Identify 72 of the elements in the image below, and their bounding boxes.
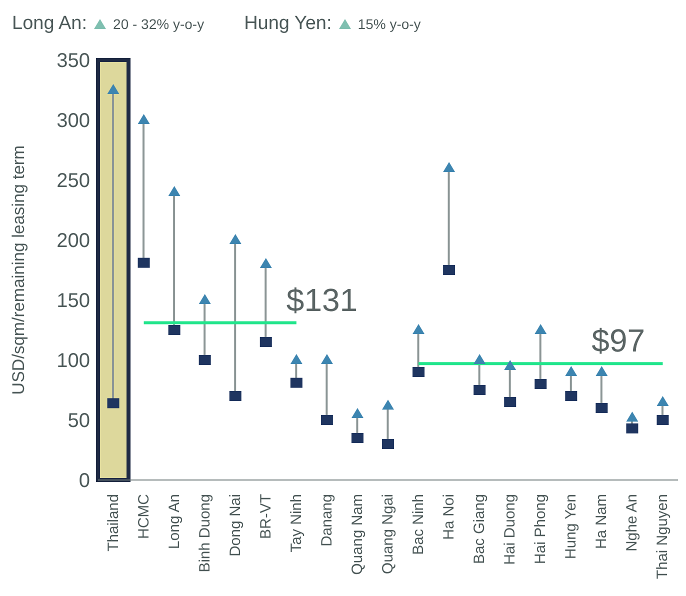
x-tick-label: Hai Phong: [532, 494, 550, 564]
point: [168, 186, 180, 196]
annotation: $97: [592, 322, 646, 359]
point: [351, 408, 364, 418]
x-tick-label: Dong Nai: [226, 494, 244, 557]
x-tick-label: Bac Giang: [471, 494, 488, 564]
y-tick-label: 350: [56, 50, 90, 72]
x-tick-label: Binh Duong: [196, 494, 214, 572]
y-axis-title: USD/sqm/remaining leasing term: [9, 145, 28, 395]
point: [138, 258, 150, 268]
x-tick-label: Thailand: [104, 494, 122, 552]
point: [504, 397, 516, 407]
point: [320, 354, 333, 364]
point: [260, 258, 272, 268]
point: [229, 391, 242, 401]
point: [626, 412, 638, 422]
text: Hung Yen:: [244, 13, 332, 35]
x-tick-label: Hung Yen: [562, 494, 580, 560]
annotation: $131: [286, 282, 358, 318]
point: [198, 355, 211, 365]
point: [138, 114, 150, 124]
x-tick-label: Quang Nam: [348, 494, 366, 575]
x-tick-label: Danang: [318, 494, 336, 547]
x-tick-label: BR-VT: [257, 494, 274, 539]
x-tick-label: Tay Ninh: [288, 494, 305, 552]
point: [290, 354, 302, 364]
x-tick-label: Thai Nguyen: [654, 494, 672, 580]
point: [565, 366, 578, 376]
point: [412, 324, 425, 334]
x-tick-label: Ha Nam: [593, 494, 610, 550]
text: 20 - 32% y-o-y: [113, 16, 204, 32]
point: [534, 324, 547, 334]
point: [656, 415, 669, 425]
x-tick-label: Bac Ninh: [410, 494, 428, 555]
y-tick-label: 0: [78, 470, 90, 492]
point: [320, 415, 333, 425]
point: [443, 265, 456, 275]
point: [596, 366, 608, 376]
x-tick-label: Hai Duong: [502, 494, 519, 565]
point: [565, 391, 578, 401]
point: [198, 294, 211, 304]
point: [382, 400, 394, 410]
point: [443, 162, 456, 172]
text: 15% y-o-y: [358, 16, 421, 32]
x-tick-label: Long An: [166, 494, 183, 550]
y-tick-label: 250: [56, 170, 90, 192]
y-tick-label: 300: [56, 110, 90, 132]
x-tick-label: Ha Noi: [440, 494, 458, 540]
point: [474, 354, 486, 364]
x-tick-label: HCMC: [135, 494, 152, 539]
point: [596, 403, 608, 413]
point: [382, 439, 394, 449]
point: [107, 398, 120, 408]
point: [351, 433, 364, 443]
y-tick-label: 100: [56, 350, 90, 372]
x-tick-label: Nghe An: [624, 494, 641, 552]
point: [229, 234, 242, 244]
point: [474, 385, 486, 395]
point: [260, 337, 272, 347]
point: [290, 378, 302, 388]
x-tick-label: Quang Ngai: [380, 494, 396, 574]
text: Long An:: [12, 13, 88, 35]
point: [626, 423, 638, 434]
y-tick-label: 150: [56, 290, 90, 312]
point: [656, 396, 669, 406]
y-tick-label: 200: [56, 230, 90, 252]
point: [504, 360, 516, 370]
point: [107, 84, 120, 94]
y-tick-label: 50: [68, 410, 90, 432]
point: [168, 325, 180, 335]
point: [412, 367, 425, 377]
point: [534, 379, 547, 389]
